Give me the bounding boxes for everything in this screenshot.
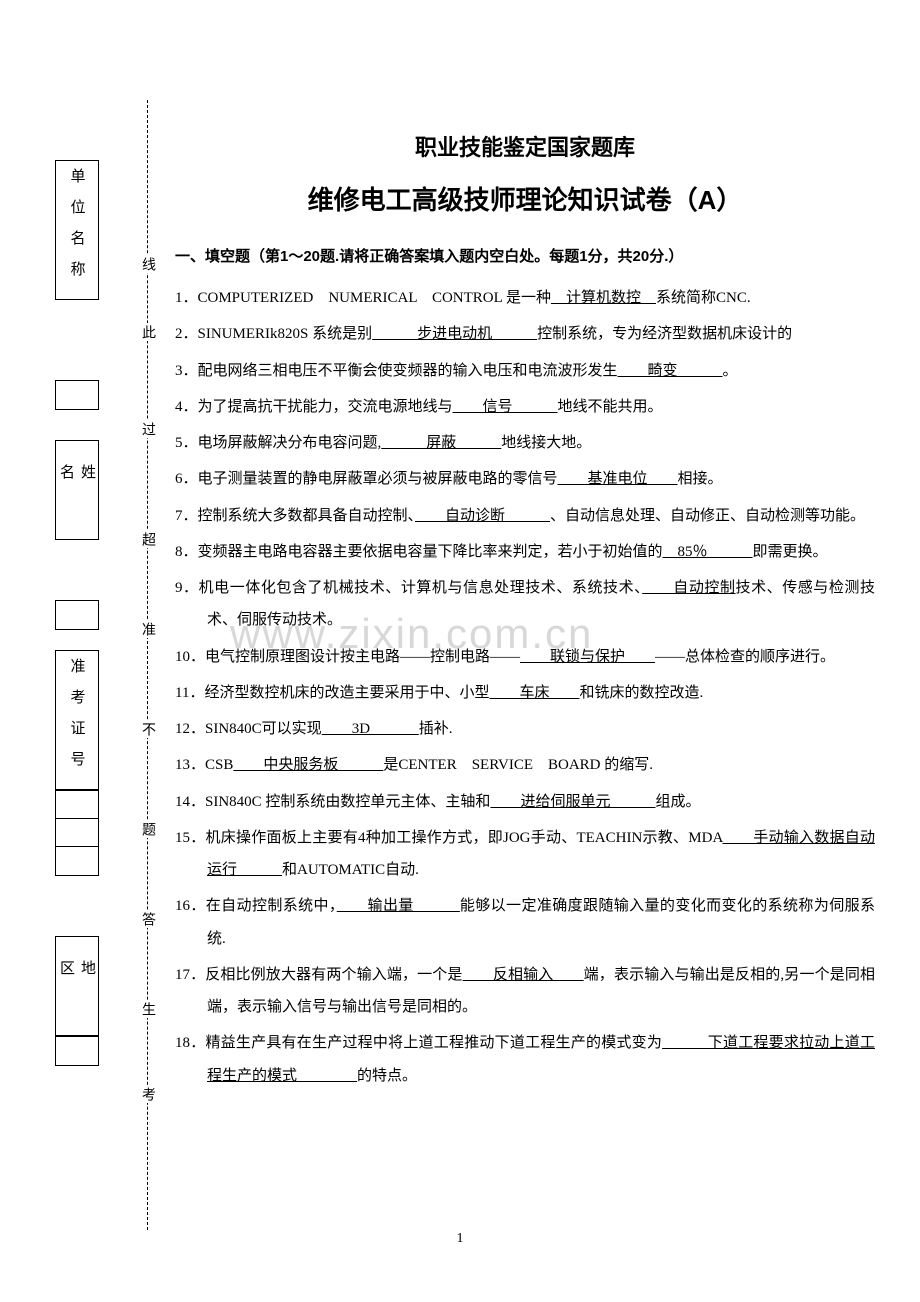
question-item: 10．电气控制原理图设计按主电路——控制电路—— 联锁与保护 ——总体检查的顺序…	[175, 641, 875, 673]
side-box-exam-id: 准考证号	[55, 650, 99, 790]
question-item: 7．控制系统大多数都具备自动控制、 自动诊断 、自动信息处理、自动修正、自动检测…	[175, 500, 875, 532]
question-item: 18．精益生产具有在生产过程中将上道工程推动下道工程生产的模式变为 下道工程要求…	[175, 1027, 875, 1092]
question-item: 17．反相比例放大器有两个输入端，一个是 反相输入 端，表示输入与输出是反相的,…	[175, 959, 875, 1024]
side-cell	[56, 847, 98, 875]
side-box-name: 姓名	[55, 440, 99, 540]
side-grid-mid	[55, 600, 99, 630]
question-item: 12．SIN840C可以实现 3D 插补.	[175, 713, 875, 745]
side-cell	[56, 1037, 98, 1065]
side-cell	[56, 791, 98, 819]
binding-char: 答	[137, 910, 157, 928]
page: www.zixin.com.cn 单位名称 姓名 准考证号 地区 线	[0, 0, 920, 1302]
binding-char: 过	[137, 420, 157, 438]
question-item: 13．CSB 中央服务板 是CENTER SERVICE BOARD 的缩写.	[175, 749, 875, 781]
side-box-unit: 单位名称	[55, 160, 99, 300]
content-inner: 职业技能鉴定国家题库 维修电工高级技师理论知识试卷（A） 一、填空题（第1～20…	[175, 130, 875, 1092]
question-item: 2．SINUMERIk820S 系统是别 步进电动机 控制系统，专为经济型数据机…	[175, 318, 875, 350]
content-area: 职业技能鉴定国家题库 维修电工高级技师理论知识试卷（A） 一、填空题（第1～20…	[175, 130, 875, 1096]
side-cell	[56, 381, 98, 409]
side-label-exam-id: 准考证号	[67, 658, 88, 782]
question-item: 6．电子测量装置的静电屏蔽罩必须与被屏蔽电路的零信号 基准电位 相接。	[175, 463, 875, 495]
question-item: 3．配电网络三相电压不平衡会使变频器的输入电压和电流波形发生 畸变 。	[175, 355, 875, 387]
binding-char: 此	[137, 323, 157, 341]
question-item: 16．在自动控制系统中， 输出量 能够以一定准确度跟随输入量的变化而变化的系统称…	[175, 890, 875, 955]
title-line-2: 维修电工高级技师理论知识试卷（A）	[175, 180, 875, 217]
side-grid-examid	[55, 790, 99, 876]
side-label-region: 地区	[56, 937, 98, 1035]
sidebar-binding-area: 单位名称 姓名 准考证号 地区	[55, 160, 120, 1210]
side-grid-bot	[55, 1036, 99, 1066]
question-item: 9．机电一体化包含了机械技术、计算机与信息处理技术、系统技术、 自动控制技术、传…	[175, 572, 875, 637]
question-item: 1．COMPUTERIZED NUMERICAL CONTROL 是一种 计算机…	[175, 282, 875, 314]
question-item: 15．机床操作面板上主要有4种加工操作方式，即JOG手动、TEACHIN示教、M…	[175, 822, 875, 887]
side-cell	[56, 601, 98, 629]
binding-line: 线此过超准不题答生考	[135, 100, 160, 1230]
question-item: 14．SIN840C 控制系统由数控单元主体、主轴和 进给伺服单元 组成。	[175, 786, 875, 818]
question-item: 11．经济型数控机床的改造主要采用于中、小型 车床 和铣床的数控改造.	[175, 677, 875, 709]
side-cell	[56, 819, 98, 847]
questions-list: 1．COMPUTERIZED NUMERICAL CONTROL 是一种 计算机…	[175, 282, 875, 1092]
binding-char: 生	[137, 1000, 157, 1018]
side-label-unit: 单位名称	[67, 168, 88, 292]
binding-char: 题	[137, 820, 157, 838]
question-item: 8．变频器主电路电容器主要依据电容量下降比率来判定，若小于初始值的 85％ 即需…	[175, 536, 875, 568]
binding-char: 线	[137, 255, 157, 273]
section-heading: 一、填空题（第1～20题.请将正确答案填入题内空白处。每题1分，共20分.）	[175, 245, 875, 266]
title-line-1: 职业技能鉴定国家题库	[175, 130, 875, 162]
side-box-region: 地区	[55, 936, 99, 1036]
question-item: 4．为了提高抗干扰能力，交流电源地线与 信号 地线不能共用。	[175, 391, 875, 423]
binding-char: 准	[137, 620, 157, 638]
side-grid-top	[55, 380, 99, 410]
side-label-name: 姓名	[56, 441, 98, 539]
binding-char: 不	[137, 720, 157, 738]
binding-char: 考	[137, 1085, 157, 1103]
page-number: 1	[457, 1231, 464, 1247]
binding-char: 超	[137, 530, 157, 548]
question-item: 5．电场屏蔽解决分布电容问题, 屏蔽 地线接大地。	[175, 427, 875, 459]
